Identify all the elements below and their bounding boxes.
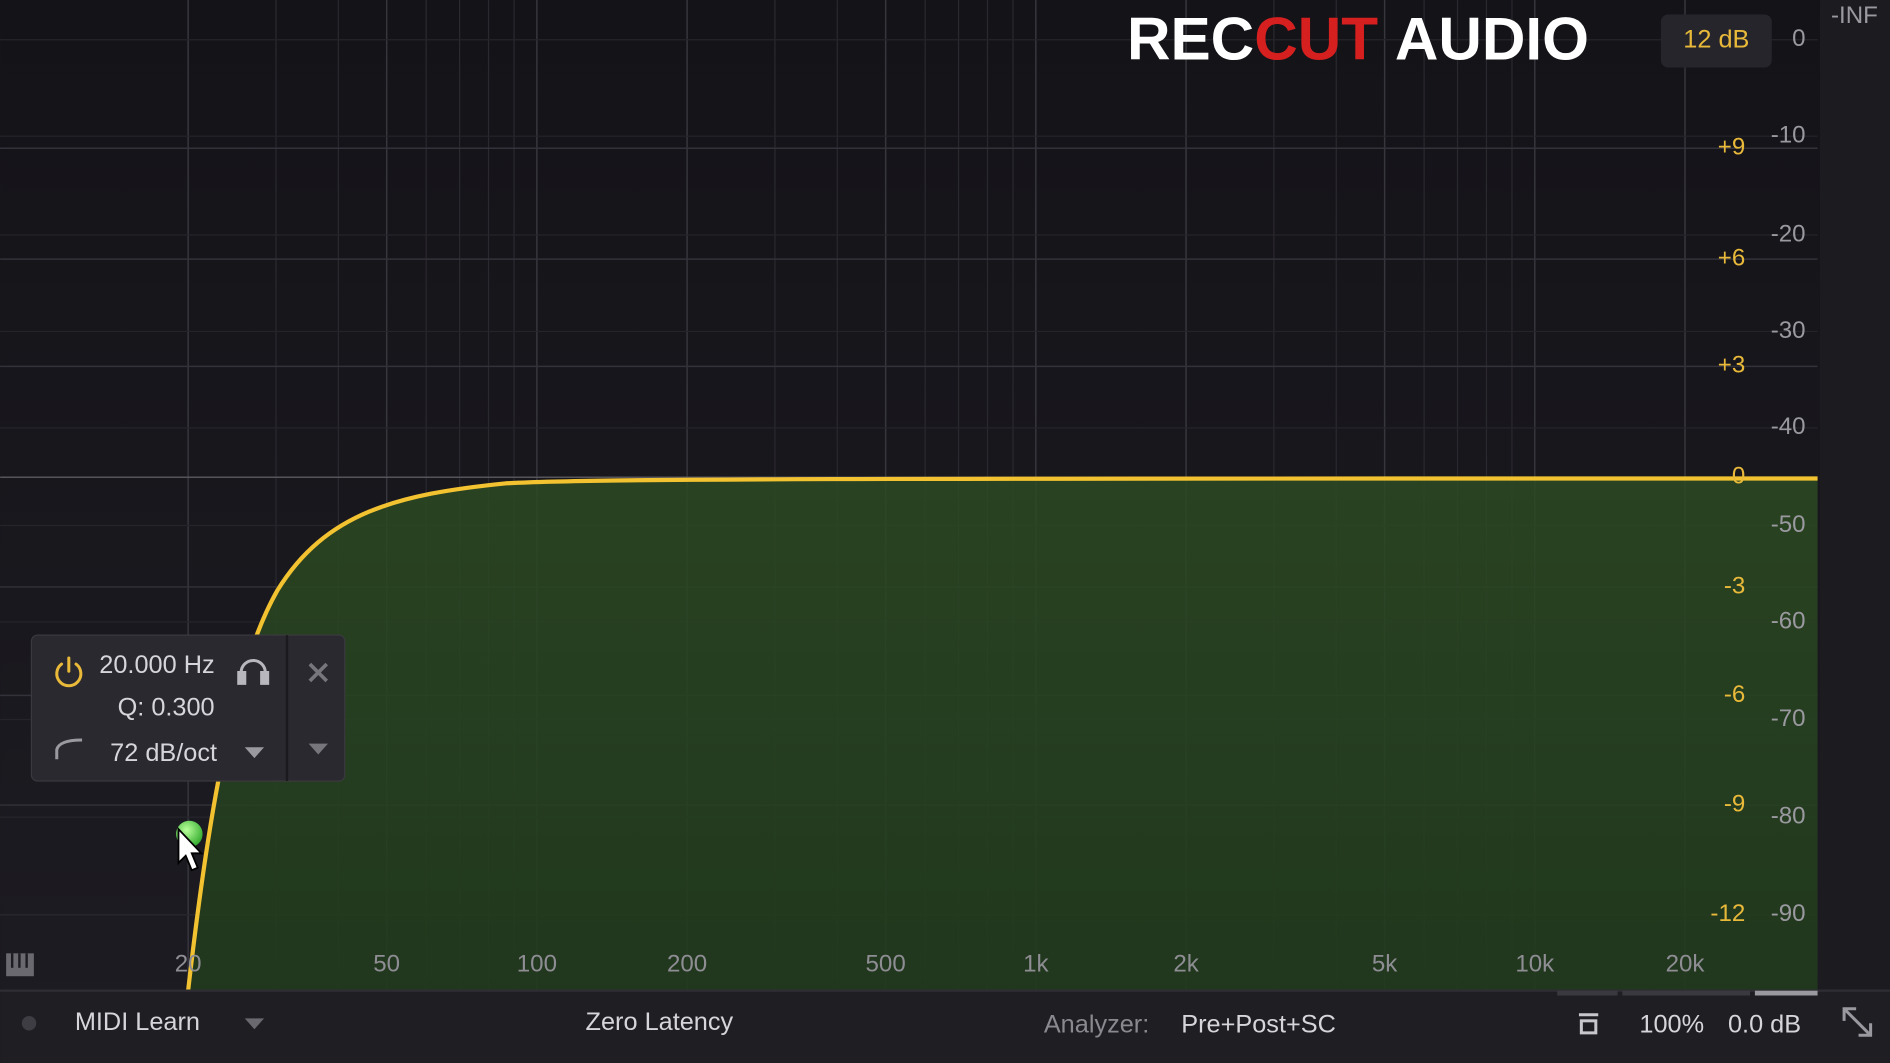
tab: [1754, 990, 1818, 996]
analyzer-label: -90: [1771, 900, 1806, 927]
solo-icon[interactable]: [237, 658, 270, 685]
logo-left: REC: [1127, 4, 1254, 72]
analyzer-label: Analyzer:: [1044, 1010, 1149, 1038]
response-fill: [188, 478, 1818, 991]
freq-label: 500: [866, 951, 906, 978]
range-button[interactable]: [1660, 14, 1772, 68]
shape-icon[interactable]: [55, 738, 83, 760]
analyzer-mode[interactable]: Pre+Post+SC: [1181, 1010, 1336, 1038]
gain-label: -9: [1724, 790, 1745, 817]
bottom-bar: [0, 990, 1890, 1063]
analyzer-label: -40: [1771, 413, 1806, 440]
freq-label: 20k: [1666, 951, 1706, 978]
scale-labels: 20 50 100 200 500 1k 2k 5k 10k 20k +9 +6 +3 0 -3 -6 -9 -1…: [175, 2, 1878, 978]
range-label[interactable]: 12 dB: [1683, 26, 1749, 54]
analyzer-label: -80: [1771, 802, 1806, 829]
panel-toggle[interactable]: [1578, 1013, 1599, 1035]
freq-label: 20: [175, 951, 202, 978]
analyzer-label: 0: [1792, 25, 1805, 52]
analyzer-label: -INF: [1831, 2, 1878, 29]
gain-label: -6: [1724, 681, 1745, 708]
freq-label: 50: [373, 951, 400, 978]
freq-label: 10k: [1515, 951, 1555, 978]
latency-mode[interactable]: Zero Latency: [586, 1008, 734, 1036]
piano-icon[interactable]: [6, 953, 34, 977]
close-icon[interactable]: [308, 662, 329, 683]
zoom[interactable]: 100%: [1639, 1010, 1704, 1038]
cursor: [177, 826, 204, 872]
analyzer-label: -30: [1771, 317, 1806, 344]
gain-label: -3: [1724, 572, 1745, 599]
dropdown[interactable]: [308, 743, 328, 755]
gain-label: 0: [1732, 463, 1745, 490]
freq-label: 200: [667, 951, 707, 978]
midi-learn[interactable]: MIDI Learn: [75, 1008, 200, 1036]
analyzer-label: -10: [1771, 122, 1806, 149]
midi-indicator: [21, 1015, 37, 1031]
gain-label: -12: [1710, 900, 1745, 927]
analyzer-label: -60: [1771, 607, 1806, 634]
tab: [1622, 990, 1751, 996]
gain-label: +3: [1718, 352, 1745, 379]
freq-label: 5k: [1372, 951, 1398, 978]
dropdown[interactable]: [244, 747, 265, 759]
logo-right: AUDIO: [1395, 4, 1589, 72]
dropdown[interactable]: [244, 1018, 265, 1030]
power-icon[interactable]: [55, 656, 83, 688]
tab: [1557, 990, 1618, 996]
freq-label: 2k: [1173, 951, 1199, 978]
analyzer-label: -20: [1771, 220, 1806, 247]
level-meter: [1819, 0, 1890, 991]
logo: RECCUT AUDIO: [1127, 4, 1589, 72]
band-q[interactable]: Q: 0.300: [118, 693, 215, 721]
freq-label: 100: [517, 951, 557, 978]
output-gain[interactable]: 0.0 dB: [1728, 1010, 1801, 1038]
analyzer-label: -50: [1771, 511, 1806, 538]
resize-icon[interactable]: [1842, 1007, 1873, 1037]
band-slope[interactable]: 72 dB/oct: [110, 739, 217, 767]
band-frequency[interactable]: 20.000 Hz: [99, 651, 214, 679]
analyzer-label: -70: [1771, 705, 1806, 732]
freq-label: 1k: [1023, 951, 1049, 978]
logo-accent: CUT: [1254, 4, 1378, 72]
gain-label: +9: [1718, 134, 1745, 161]
gain-label: +6: [1718, 244, 1745, 271]
